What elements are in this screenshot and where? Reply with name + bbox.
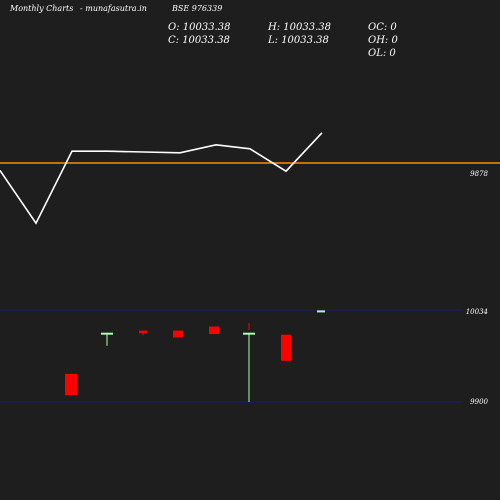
close-value: C: 10033.38	[168, 35, 230, 46]
candle-body	[101, 332, 113, 335]
symbol-label: BSE 976339	[172, 4, 223, 13]
candle-body	[243, 332, 255, 335]
ol-value: OL: 0	[368, 48, 396, 59]
candle-body	[139, 330, 147, 334]
candle-body	[317, 310, 325, 313]
open-value: O: 10033.38	[168, 22, 231, 33]
candle-body	[65, 373, 77, 396]
y-tick-label-top: 10034	[465, 308, 488, 316]
chart-period-label: Monthly Charts	[10, 4, 74, 13]
site-name: - munafasutra.in	[80, 4, 147, 13]
oh-value: OH: 0	[368, 35, 398, 46]
candle-body	[173, 330, 183, 338]
reference-line-label: 9878	[470, 170, 488, 178]
candle-body	[209, 326, 219, 335]
price-line	[0, 132, 323, 225]
high-value: H: 10033.38	[268, 22, 331, 33]
oc-value: OC: 0	[368, 22, 397, 33]
low-value: L: 10033.38	[268, 35, 329, 46]
candle-body	[281, 334, 291, 361]
y-tick-label-bottom: 9900	[470, 398, 488, 406]
